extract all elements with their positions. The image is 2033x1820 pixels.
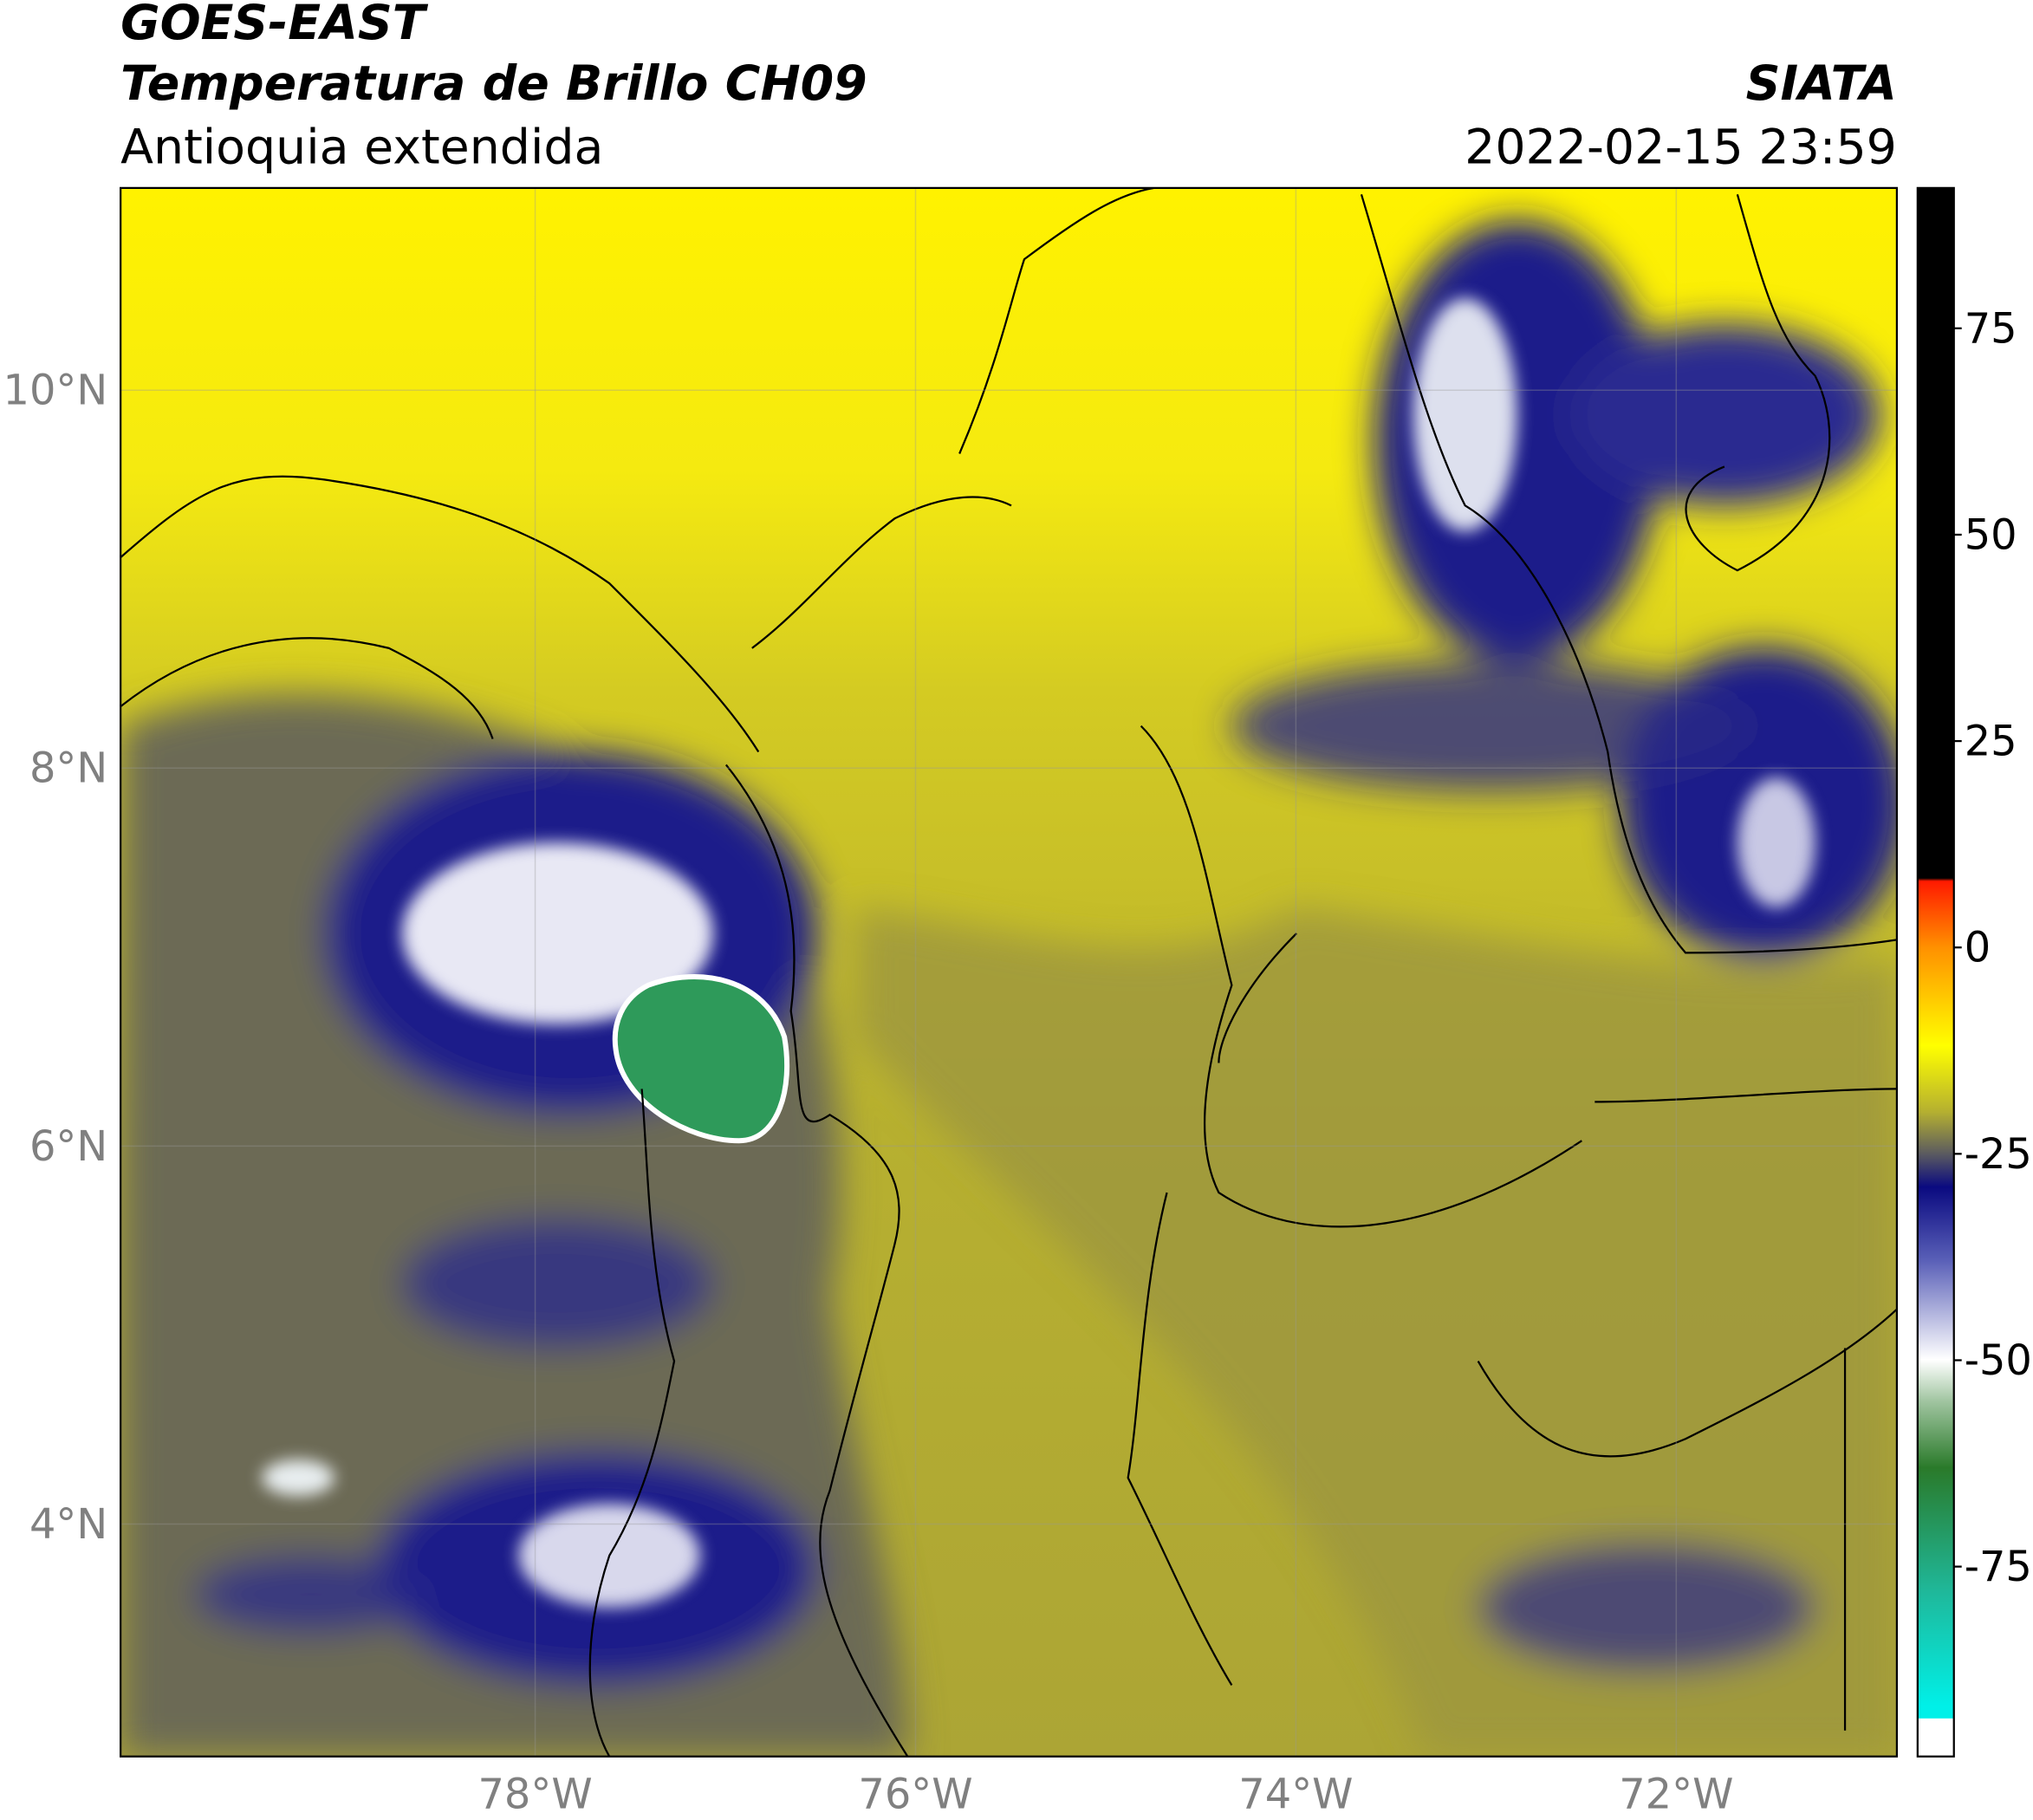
satellite-image — [120, 187, 1897, 1757]
borders — [120, 187, 1897, 1757]
colorbar-tick-label: 50 — [1965, 511, 2017, 559]
x-tick-label: 72°W — [1619, 1771, 1733, 1819]
x-tick-label: 74°W — [1238, 1771, 1353, 1819]
x-tick-label: 78°W — [477, 1771, 592, 1819]
y-tick-label: 8°N — [29, 745, 107, 793]
y-tick-label: 4°N — [29, 1501, 107, 1549]
grid — [120, 187, 1897, 1757]
y-tick-label: 6°N — [29, 1123, 107, 1171]
timestamp: 2022-02-15 23:59 — [1465, 120, 1897, 175]
colorbar-tick-label: -75 — [1965, 1544, 2032, 1591]
colorbar — [1916, 186, 1955, 1758]
subtitle: Temperatura de Brillo CH09 — [120, 56, 867, 112]
y-tick-label: 10°N — [3, 367, 108, 415]
source: SIATA — [1746, 56, 1897, 112]
colorbar-tick-label: 75 — [1965, 305, 2017, 353]
region: Antioquia extendida — [120, 120, 603, 175]
colorbar-tick-label: 0 — [1965, 925, 1991, 972]
colorbar-tick-label: -25 — [1965, 1131, 2032, 1179]
map-frame — [120, 186, 1899, 1758]
x-tick-label: 76°W — [858, 1771, 972, 1819]
title: GOES-EAST — [120, 0, 429, 51]
colorbar-tick-label: -50 — [1965, 1337, 2032, 1385]
colorbar-tick-label: 25 — [1965, 718, 2017, 766]
